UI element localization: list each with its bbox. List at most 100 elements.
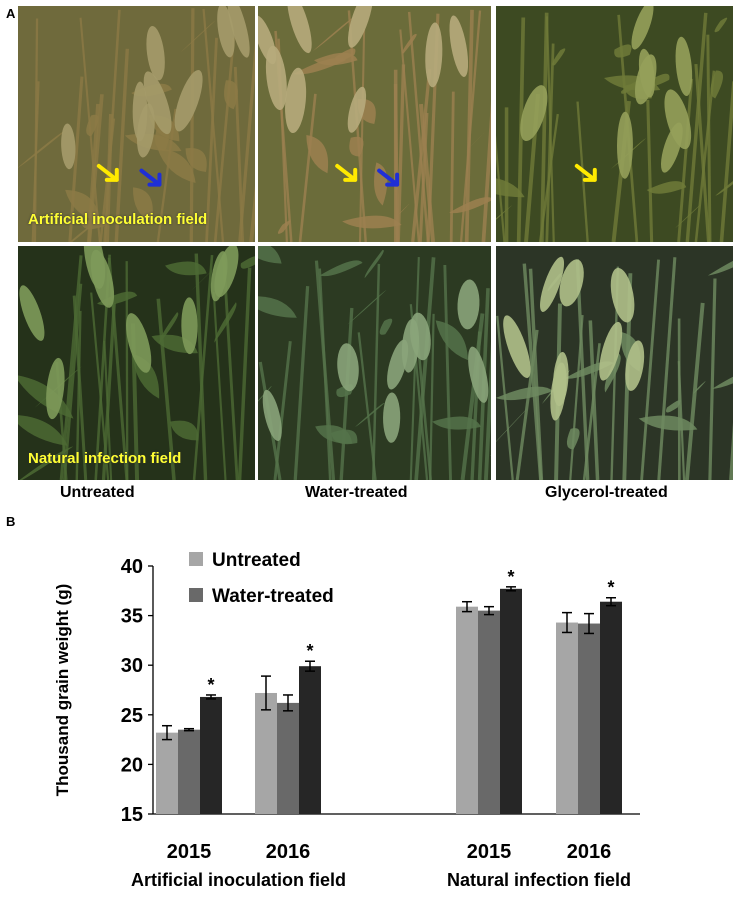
wheat-leaf (354, 402, 385, 428)
wheat-spike (675, 36, 693, 96)
wheat-stem (416, 335, 432, 480)
wheat-stem (569, 314, 584, 480)
wheat-stem (293, 285, 310, 480)
wheat-stem (249, 185, 255, 242)
y-tick-label: 20 (121, 754, 143, 776)
wheat-leaf (715, 180, 733, 196)
y-tick-label: 25 (121, 705, 143, 727)
wheat-spike (449, 15, 469, 77)
bar (578, 623, 600, 814)
wheat-stem (419, 103, 436, 242)
wheat-leaf (693, 381, 706, 394)
arrow-icon (335, 163, 358, 182)
wheat-stem (449, 91, 455, 242)
wheat-spike (46, 357, 65, 420)
wheat-leaf (711, 376, 733, 389)
wheat-spike (503, 315, 531, 378)
wheat-stem (358, 29, 366, 242)
wheat-leaf (335, 48, 356, 61)
wheat-stem (90, 292, 110, 480)
wheat-stem (685, 12, 708, 242)
wheat-leaf (379, 318, 393, 335)
wheat-leaf (312, 15, 357, 51)
wheat-stem (68, 76, 84, 242)
significance-mark: * (607, 578, 614, 598)
wheat-leaf (710, 70, 724, 99)
wheat-photo (18, 6, 255, 242)
wheat-spike (19, 285, 45, 341)
wheat-stem (192, 254, 214, 480)
wheat-spike (631, 6, 654, 50)
wheat-leaf (349, 136, 364, 157)
wheat-stem (357, 332, 377, 480)
legend-swatch (189, 588, 203, 602)
legend-entry: Water-treated (212, 586, 334, 607)
wheat-leaf (18, 415, 68, 446)
wheat-leaf (402, 33, 417, 54)
wheat-spike (337, 343, 359, 392)
bar (178, 729, 200, 814)
wheat-stem (694, 70, 716, 242)
column-label-water-treated: Water-treated (305, 484, 408, 501)
wheat-spike (214, 246, 239, 298)
wheat-leaf (496, 205, 513, 220)
wheat-leaf (489, 455, 491, 456)
wheat-leaf (293, 57, 347, 75)
wheat-stem (588, 320, 600, 480)
wheat-photo (18, 246, 255, 480)
wheat-stem (719, 81, 733, 242)
photo-natural-water (258, 246, 491, 480)
wheat-stem (156, 298, 176, 480)
group-label: Natural infection field (447, 870, 631, 890)
arrow-icon (139, 168, 162, 187)
wheat-spike (468, 346, 489, 403)
wheat-spike (409, 312, 431, 361)
arrow-icon (377, 168, 400, 187)
bar (200, 696, 222, 814)
wheat-stem (545, 43, 555, 242)
wheat-stem (407, 11, 430, 242)
wheat-leaf (665, 400, 681, 413)
wheat-spike (559, 259, 584, 307)
wheat-leaf (552, 48, 566, 66)
arrow-icon (574, 163, 597, 182)
group-label: Artificial inoculation field (131, 870, 346, 890)
bar (277, 702, 299, 814)
wheat-stem (443, 264, 452, 480)
wheat-leaf (714, 17, 728, 33)
wheat-leaf (169, 420, 199, 441)
x-tick-label: 2015 (467, 841, 512, 863)
bar (600, 601, 622, 814)
significance-mark: * (207, 675, 214, 695)
wheat-stem (238, 40, 255, 242)
wheat-stem (481, 100, 491, 242)
wheat-leaf (675, 204, 701, 228)
wheat-spike (625, 340, 645, 391)
wheat-stem (213, 37, 235, 242)
wheat-stem (237, 267, 252, 480)
bar (255, 692, 277, 814)
wheat-leaf (81, 216, 109, 230)
legend-swatch (189, 552, 203, 566)
wheat-stem (640, 259, 660, 480)
wheat-leaf (604, 353, 621, 393)
wheat-stem (75, 310, 82, 480)
wheat-spike (146, 26, 165, 81)
wheat-stem (460, 313, 485, 480)
significance-mark: * (507, 567, 514, 587)
photo-natural-untreated: Natural infection field (18, 246, 255, 480)
wheat-leaf (258, 296, 297, 318)
wheat-stem (114, 48, 130, 242)
wheat-leaf (258, 246, 282, 264)
column-label-untreated: Untreated (60, 484, 135, 501)
wheat-spike (174, 69, 203, 132)
wheat-spike (599, 321, 623, 381)
bar (299, 666, 321, 814)
wheat-spike (383, 392, 401, 443)
x-tick-label: 2016 (567, 841, 612, 863)
wheat-stem (540, 12, 549, 242)
wheat-stem (657, 257, 677, 480)
wheat-stem (202, 8, 225, 242)
wheat-stem (708, 278, 717, 480)
wheat-leaf (646, 181, 687, 194)
